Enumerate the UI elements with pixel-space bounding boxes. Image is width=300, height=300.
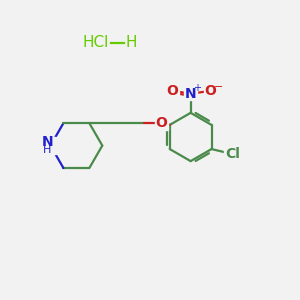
Text: H: H bbox=[43, 145, 52, 155]
Text: N: N bbox=[185, 87, 197, 101]
Text: H: H bbox=[126, 35, 137, 50]
Text: O: O bbox=[205, 84, 217, 98]
Bar bbox=[36, 137, 56, 154]
Text: −: − bbox=[214, 82, 224, 92]
Bar bbox=[155, 117, 168, 130]
Text: Cl: Cl bbox=[225, 147, 240, 161]
Bar bbox=[204, 85, 217, 98]
Text: +: + bbox=[193, 83, 201, 93]
Bar bbox=[184, 87, 197, 100]
Text: N: N bbox=[42, 135, 53, 149]
Text: HCl: HCl bbox=[82, 35, 109, 50]
Text: O: O bbox=[167, 84, 178, 98]
Bar bbox=[166, 85, 179, 98]
Bar bbox=[224, 148, 242, 161]
Text: O: O bbox=[155, 116, 167, 130]
